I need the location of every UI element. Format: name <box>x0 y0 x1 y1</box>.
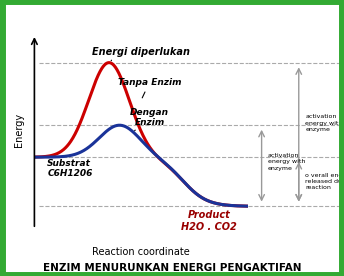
Text: ENZIM MENURUNKAN ENERGI PENGAKTIFAN: ENZIM MENURUNKAN ENERGI PENGAKTIFAN <box>43 263 301 273</box>
Text: activation
energy with
enzyme: activation energy with enzyme <box>268 153 305 171</box>
Text: Dengan
Enzim: Dengan Enzim <box>130 108 169 131</box>
Text: Substrat
C6H1206: Substrat C6H1206 <box>47 159 93 179</box>
Text: Tanpa Enzim: Tanpa Enzim <box>118 78 181 98</box>
Text: Product
H2O . CO2: Product H2O . CO2 <box>181 210 237 232</box>
Text: Energi diperlukan: Energi diperlukan <box>92 47 190 61</box>
Text: activation
energy witho ut
enzyme: activation energy witho ut enzyme <box>305 114 344 132</box>
Text: Reaction coordinate: Reaction coordinate <box>92 247 190 257</box>
Text: o verall energy
released during
reaction: o verall energy released during reaction <box>305 173 344 190</box>
Text: Energy: Energy <box>14 113 24 147</box>
